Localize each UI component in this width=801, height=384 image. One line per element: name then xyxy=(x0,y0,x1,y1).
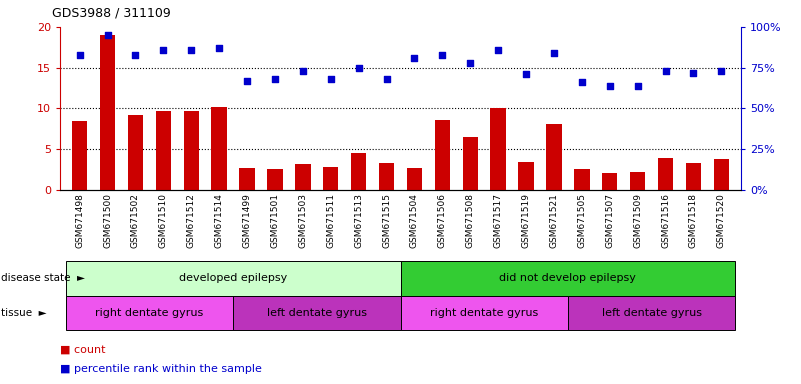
Point xyxy=(157,46,170,53)
Point xyxy=(352,65,365,71)
Point xyxy=(380,76,393,82)
Bar xyxy=(574,169,590,190)
Point xyxy=(659,68,672,74)
Point xyxy=(324,76,337,82)
Point xyxy=(603,83,616,89)
Point xyxy=(213,45,226,51)
Bar xyxy=(714,159,729,190)
Bar xyxy=(72,121,87,190)
Bar xyxy=(100,35,115,190)
Point xyxy=(101,32,114,38)
Point xyxy=(492,46,505,53)
Bar xyxy=(351,153,366,190)
Bar xyxy=(463,137,478,190)
Point xyxy=(631,83,644,89)
Point xyxy=(520,71,533,77)
Bar xyxy=(295,164,311,190)
Text: did not develop epilepsy: did not develop epilepsy xyxy=(500,273,636,283)
Point xyxy=(687,70,700,76)
Bar xyxy=(546,124,562,190)
Text: tissue  ►: tissue ► xyxy=(1,308,46,318)
Point xyxy=(464,60,477,66)
Text: disease state  ►: disease state ► xyxy=(1,273,85,283)
Text: left dentate gyrus: left dentate gyrus xyxy=(602,308,702,318)
Point xyxy=(73,51,86,58)
Text: left dentate gyrus: left dentate gyrus xyxy=(267,308,367,318)
Bar xyxy=(490,109,506,190)
Text: ■ count: ■ count xyxy=(60,344,106,354)
Point xyxy=(575,79,588,86)
Bar xyxy=(211,107,227,190)
Bar xyxy=(183,111,199,190)
Point xyxy=(436,51,449,58)
Bar xyxy=(127,115,143,190)
Bar xyxy=(407,168,422,190)
Bar xyxy=(658,158,674,190)
Bar xyxy=(323,167,338,190)
Point xyxy=(296,68,309,74)
Point xyxy=(129,51,142,58)
Text: right dentate gyrus: right dentate gyrus xyxy=(95,308,203,318)
Text: GDS3988 / 311109: GDS3988 / 311109 xyxy=(52,6,171,19)
Point xyxy=(408,55,421,61)
Point xyxy=(548,50,561,56)
Bar xyxy=(518,162,533,190)
Point xyxy=(185,46,198,53)
Point xyxy=(240,78,253,84)
Point xyxy=(268,76,281,82)
Text: ■ percentile rank within the sample: ■ percentile rank within the sample xyxy=(60,364,262,374)
Text: developed epilepsy: developed epilepsy xyxy=(179,273,288,283)
Bar xyxy=(268,169,283,190)
Bar xyxy=(630,172,646,190)
Bar xyxy=(155,111,171,190)
Bar xyxy=(435,120,450,190)
Text: right dentate gyrus: right dentate gyrus xyxy=(430,308,538,318)
Bar xyxy=(602,173,618,190)
Point xyxy=(715,68,728,74)
Bar xyxy=(379,163,394,190)
Bar xyxy=(239,168,255,190)
Bar xyxy=(686,163,701,190)
